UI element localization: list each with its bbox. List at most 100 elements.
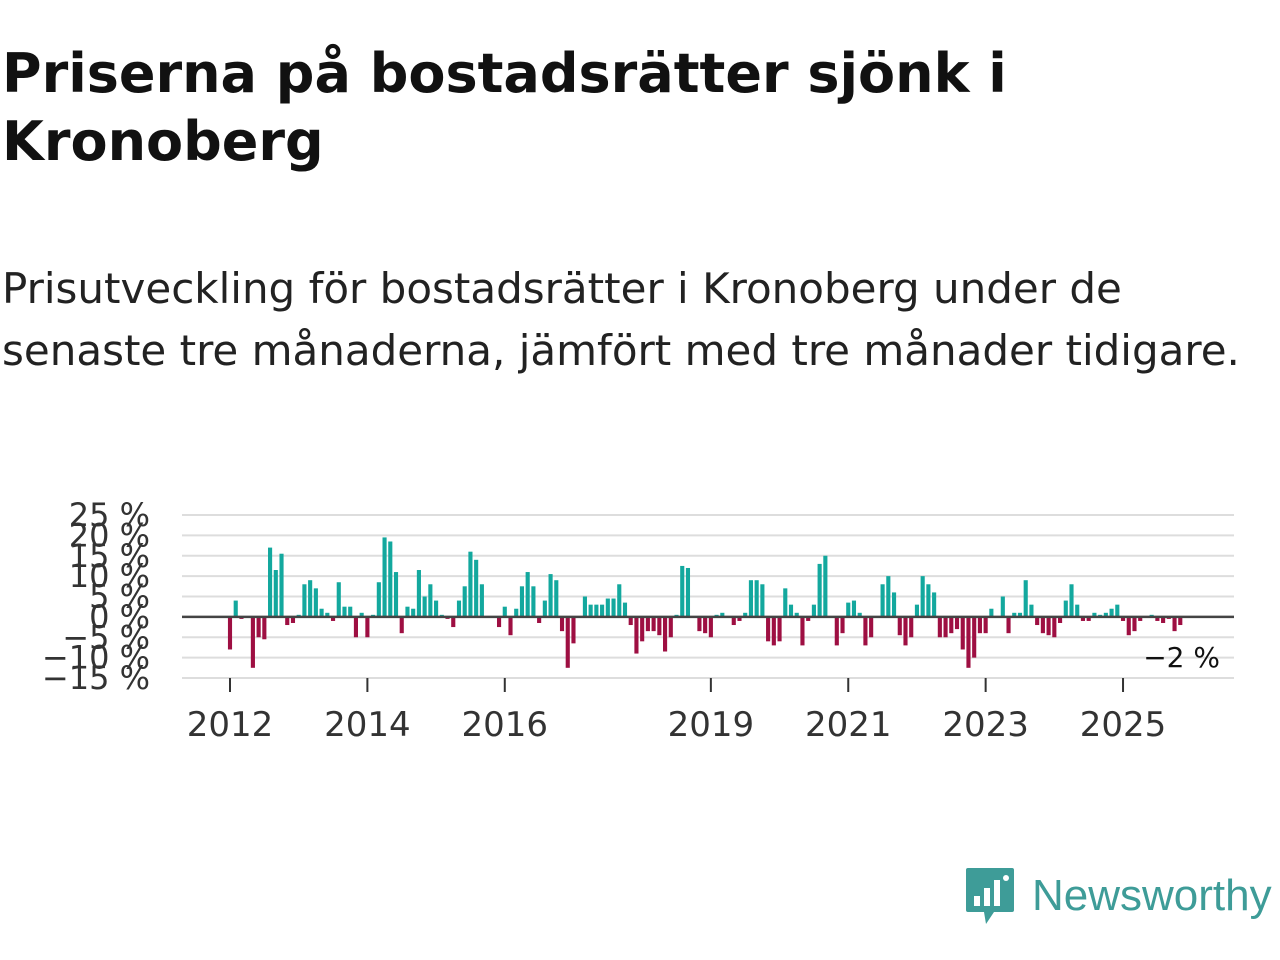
bar — [920, 576, 925, 617]
bar — [1161, 616, 1166, 623]
bar — [456, 600, 462, 617]
bar — [319, 608, 324, 617]
bar — [897, 616, 902, 636]
bar — [926, 584, 931, 617]
bar — [743, 612, 748, 617]
bar — [846, 602, 851, 617]
logo-text: Newsworthy — [1032, 871, 1272, 920]
bar — [1069, 584, 1074, 617]
bar — [891, 592, 897, 617]
bar — [256, 616, 261, 638]
bar — [468, 551, 473, 617]
y-tick-label: 10 % — [69, 557, 150, 595]
newsworthy-logo-icon — [966, 868, 1014, 924]
bar — [582, 596, 587, 617]
bar — [382, 537, 387, 617]
x-tick-label: 2016 — [462, 705, 549, 745]
bar — [1017, 612, 1023, 617]
bar — [388, 541, 393, 617]
bar — [1115, 604, 1120, 617]
bar — [949, 616, 954, 634]
bar — [771, 616, 776, 646]
bar — [851, 600, 857, 617]
y-tick-label: 5 % — [89, 578, 150, 616]
bar — [1132, 616, 1137, 632]
bar — [542, 600, 547, 617]
bar — [766, 616, 771, 642]
bar — [279, 553, 284, 617]
bar — [972, 616, 977, 658]
bar — [594, 604, 599, 617]
bar — [1138, 616, 1143, 621]
bar — [330, 616, 336, 621]
x-tick-label: 2021 — [805, 705, 892, 745]
bar — [817, 563, 822, 617]
bar — [262, 616, 267, 640]
bar — [1092, 612, 1097, 617]
bar — [273, 570, 278, 617]
bar — [525, 572, 530, 617]
bar — [1109, 608, 1114, 617]
x-tick-label: 2023 — [942, 705, 1029, 745]
bar — [840, 616, 845, 634]
bar — [411, 608, 416, 617]
bar — [954, 616, 960, 630]
bar — [1012, 612, 1017, 617]
bar — [1126, 616, 1131, 636]
bar — [1052, 616, 1057, 638]
bar — [1046, 616, 1051, 636]
bar — [434, 600, 439, 617]
newsworthy-logo: Newsworthy — [964, 864, 1272, 928]
bar — [794, 612, 799, 617]
bar — [571, 616, 576, 644]
bar — [1023, 580, 1028, 617]
bar — [588, 604, 593, 617]
bar — [268, 547, 273, 617]
bar — [731, 616, 736, 626]
bar — [869, 616, 874, 638]
bar — [353, 616, 359, 638]
bar — [342, 606, 347, 617]
bar — [651, 616, 656, 632]
bar — [668, 616, 673, 638]
bar — [290, 616, 296, 623]
bar — [863, 616, 868, 646]
bar — [554, 580, 559, 617]
bar — [703, 616, 708, 634]
bar — [1120, 616, 1126, 621]
page-subtitle: Prisutveckling för bostadsrätter i Krono… — [2, 264, 1240, 375]
bar — [508, 616, 513, 636]
bar — [308, 580, 313, 617]
bar — [914, 604, 920, 617]
bar — [376, 582, 381, 617]
bar — [966, 616, 971, 668]
bar — [451, 616, 456, 628]
bar — [937, 616, 942, 638]
bar — [783, 588, 788, 617]
bar — [685, 567, 691, 617]
bar — [960, 616, 965, 650]
bar — [1006, 616, 1011, 634]
bar — [680, 565, 685, 617]
y-tick-label: 15 % — [69, 537, 150, 575]
bar — [697, 616, 702, 632]
bar — [886, 576, 891, 617]
bar — [1040, 616, 1045, 634]
bar — [365, 616, 370, 638]
y-tick-label: 0 % — [89, 598, 150, 636]
bar — [708, 616, 713, 638]
bar — [462, 586, 467, 617]
bar — [1063, 600, 1068, 617]
bar-chart: 25 %20 %15 %10 %5 %0 %−5 %−10 %−15 % 201… — [42, 496, 1234, 745]
bar — [1075, 604, 1080, 617]
bar — [285, 616, 290, 626]
bar — [531, 586, 536, 617]
bar — [800, 616, 805, 646]
bar — [640, 616, 645, 642]
bar — [399, 616, 404, 634]
bar — [622, 602, 628, 617]
bar — [1178, 616, 1183, 626]
bar — [611, 598, 616, 617]
x-tick-label: 2025 — [1080, 705, 1167, 745]
last-value-label: −2 % — [1143, 641, 1220, 674]
